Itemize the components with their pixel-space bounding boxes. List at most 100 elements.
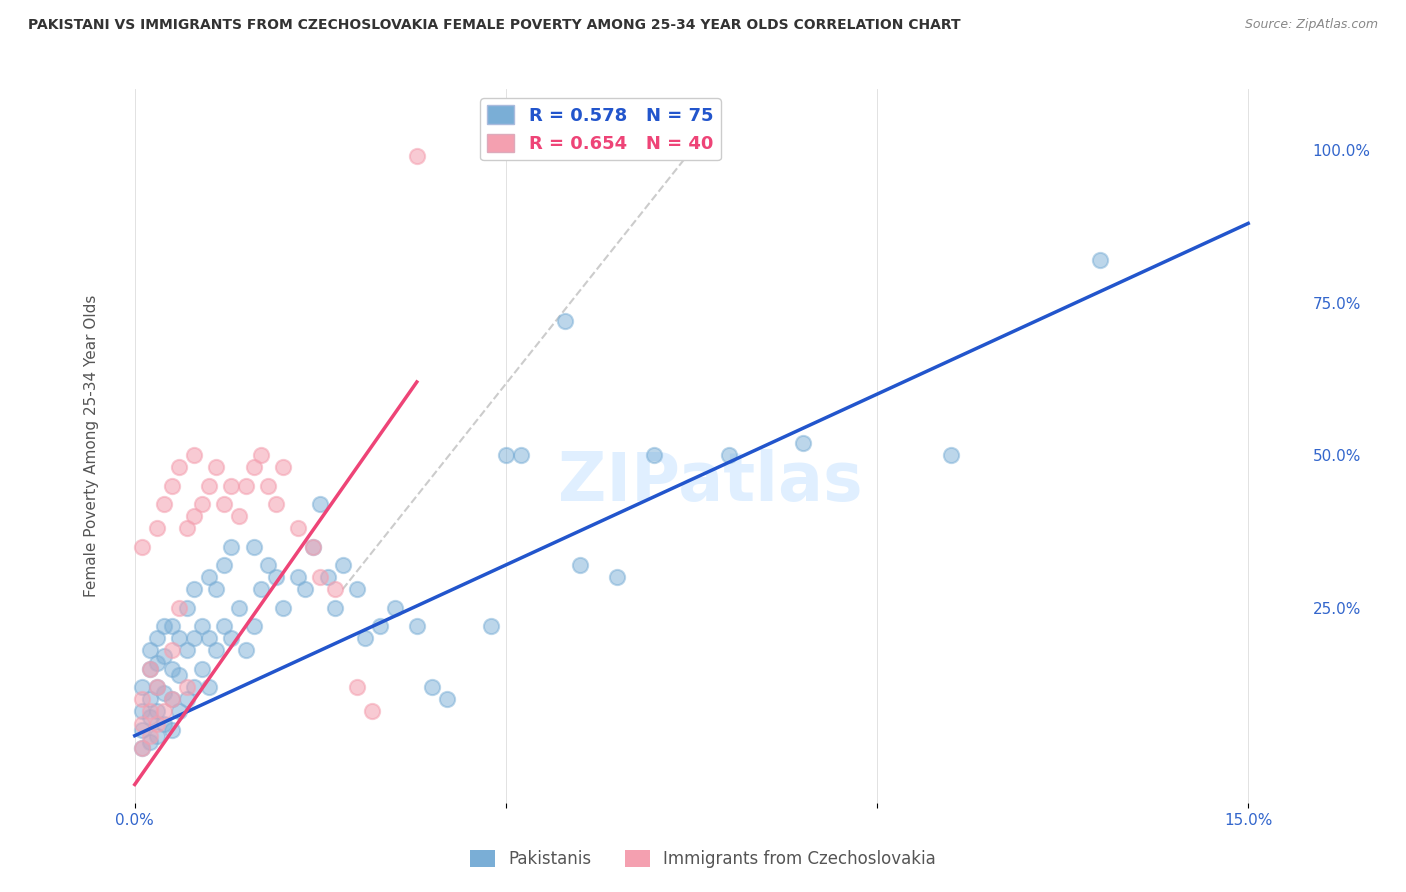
- Point: [316, 570, 339, 584]
- Point: [153, 619, 176, 633]
- Point: [271, 600, 294, 615]
- Point: [212, 619, 235, 633]
- Point: [332, 558, 354, 572]
- Point: [405, 619, 427, 633]
- Point: [131, 716, 153, 731]
- Point: [509, 448, 531, 462]
- Point: [146, 704, 169, 718]
- Point: [205, 643, 228, 657]
- Point: [176, 680, 198, 694]
- Legend: R = 0.578   N = 75, R = 0.654   N = 40: R = 0.578 N = 75, R = 0.654 N = 40: [479, 98, 720, 161]
- Point: [242, 619, 264, 633]
- Point: [138, 704, 160, 718]
- Point: [138, 662, 160, 676]
- Point: [160, 692, 183, 706]
- Point: [160, 723, 183, 737]
- Text: Source: ZipAtlas.com: Source: ZipAtlas.com: [1244, 18, 1378, 31]
- Point: [190, 619, 212, 633]
- Point: [792, 436, 814, 450]
- Point: [153, 704, 176, 718]
- Point: [131, 692, 153, 706]
- Point: [190, 662, 212, 676]
- Point: [941, 448, 963, 462]
- Point: [250, 582, 273, 597]
- Point: [302, 540, 325, 554]
- Point: [183, 631, 205, 645]
- Point: [287, 570, 309, 584]
- Point: [219, 478, 242, 492]
- Point: [198, 570, 221, 584]
- Point: [436, 692, 458, 706]
- Point: [160, 619, 183, 633]
- Point: [160, 478, 183, 492]
- Point: [323, 582, 346, 597]
- Point: [257, 478, 280, 492]
- Point: [176, 643, 198, 657]
- Point: [205, 582, 228, 597]
- Point: [235, 643, 257, 657]
- Point: [153, 716, 176, 731]
- Point: [146, 680, 169, 694]
- Point: [264, 497, 287, 511]
- Point: [643, 448, 665, 462]
- Point: [250, 448, 273, 462]
- Point: [153, 686, 176, 700]
- Point: [219, 540, 242, 554]
- Point: [160, 643, 183, 657]
- Point: [176, 521, 198, 535]
- Point: [153, 497, 176, 511]
- Point: [212, 497, 235, 511]
- Point: [160, 692, 183, 706]
- Point: [146, 521, 169, 535]
- Point: [495, 448, 517, 462]
- Point: [287, 521, 309, 535]
- Point: [138, 643, 160, 657]
- Point: [219, 631, 242, 645]
- Point: [131, 723, 153, 737]
- Point: [183, 582, 205, 597]
- Point: [1088, 252, 1111, 267]
- Point: [183, 448, 205, 462]
- Point: [138, 710, 160, 724]
- Point: [183, 680, 205, 694]
- Point: [302, 540, 325, 554]
- Y-axis label: Female Poverty Among 25-34 Year Olds: Female Poverty Among 25-34 Year Olds: [83, 295, 98, 597]
- Point: [264, 570, 287, 584]
- Point: [368, 619, 391, 633]
- Point: [294, 582, 316, 597]
- Point: [309, 570, 332, 584]
- Point: [346, 680, 368, 694]
- Point: [346, 582, 368, 597]
- Point: [146, 631, 169, 645]
- Point: [176, 600, 198, 615]
- Point: [138, 729, 160, 743]
- Point: [479, 619, 502, 633]
- Point: [198, 478, 221, 492]
- Point: [138, 735, 160, 749]
- Point: [146, 656, 169, 670]
- Text: PAKISTANI VS IMMIGRANTS FROM CZECHOSLOVAKIA FEMALE POVERTY AMONG 25-34 YEAR OLDS: PAKISTANI VS IMMIGRANTS FROM CZECHOSLOVA…: [28, 18, 960, 32]
- Point: [146, 729, 169, 743]
- Point: [271, 460, 294, 475]
- Point: [361, 704, 384, 718]
- Point: [138, 692, 160, 706]
- Point: [205, 460, 228, 475]
- Point: [242, 540, 264, 554]
- Point: [169, 667, 191, 681]
- Point: [131, 540, 153, 554]
- Point: [138, 662, 160, 676]
- Point: [198, 680, 221, 694]
- Point: [131, 740, 153, 755]
- Point: [183, 509, 205, 524]
- Point: [212, 558, 235, 572]
- Point: [169, 600, 191, 615]
- Point: [717, 448, 740, 462]
- Point: [257, 558, 280, 572]
- Point: [169, 460, 191, 475]
- Point: [146, 716, 169, 731]
- Point: [309, 497, 332, 511]
- Point: [323, 600, 346, 615]
- Point: [384, 600, 406, 615]
- Point: [405, 149, 427, 163]
- Point: [235, 478, 257, 492]
